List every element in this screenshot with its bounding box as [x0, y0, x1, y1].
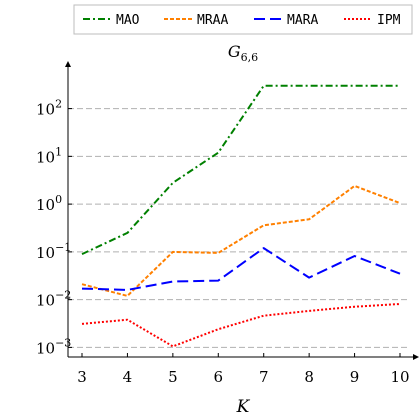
- series-mao-line: [81, 84, 400, 256]
- x-tick-label-3: 6: [214, 368, 224, 386]
- y-tick-label-2: 100: [36, 193, 62, 214]
- series-ipm-line: [81, 303, 401, 348]
- grid: [68, 108, 410, 348]
- y-axis-arrow: [65, 61, 71, 67]
- y-tick-label-0: 102: [36, 98, 62, 119]
- legend-box: [73, 4, 413, 35]
- x-tick-label-5: 8: [304, 368, 314, 386]
- x-tick-label-0: 3: [77, 368, 87, 386]
- chart-title: G6,6: [228, 42, 258, 64]
- legend-label-mao: MAO: [116, 13, 140, 28]
- x-tick-label-6: 9: [350, 368, 360, 386]
- series-mara-line: [81, 247, 401, 291]
- y-tick-label-4: 10−2: [36, 289, 71, 310]
- y-tick-label-1: 101: [36, 145, 62, 166]
- series-layer: [81, 84, 401, 348]
- x-tick-label-2: 5: [168, 368, 178, 386]
- legend-label-mraa: MRAA: [197, 13, 228, 28]
- ticks: 3 4 5 6 7 8 9 10 102 101 100 10−1 10−2 10−3: [36, 98, 410, 386]
- y-tick-label-3: 10−1: [36, 241, 71, 262]
- x-axis-arrow: [413, 354, 419, 360]
- x-axis-label: K: [236, 397, 251, 417]
- x-tick-label-7: 10: [390, 368, 409, 386]
- x-tick-label-4: 7: [259, 368, 269, 386]
- x-tick-label-1: 4: [123, 368, 133, 386]
- legend-label-ipm: IPM: [377, 13, 401, 28]
- series-mraa-line: [81, 184, 401, 297]
- legend-label-mara: MARA: [287, 13, 318, 28]
- axes: [65, 61, 419, 360]
- y-tick-label-5: 10−3: [36, 336, 71, 357]
- legend: MAO MRAA MARA IPM: [73, 4, 413, 35]
